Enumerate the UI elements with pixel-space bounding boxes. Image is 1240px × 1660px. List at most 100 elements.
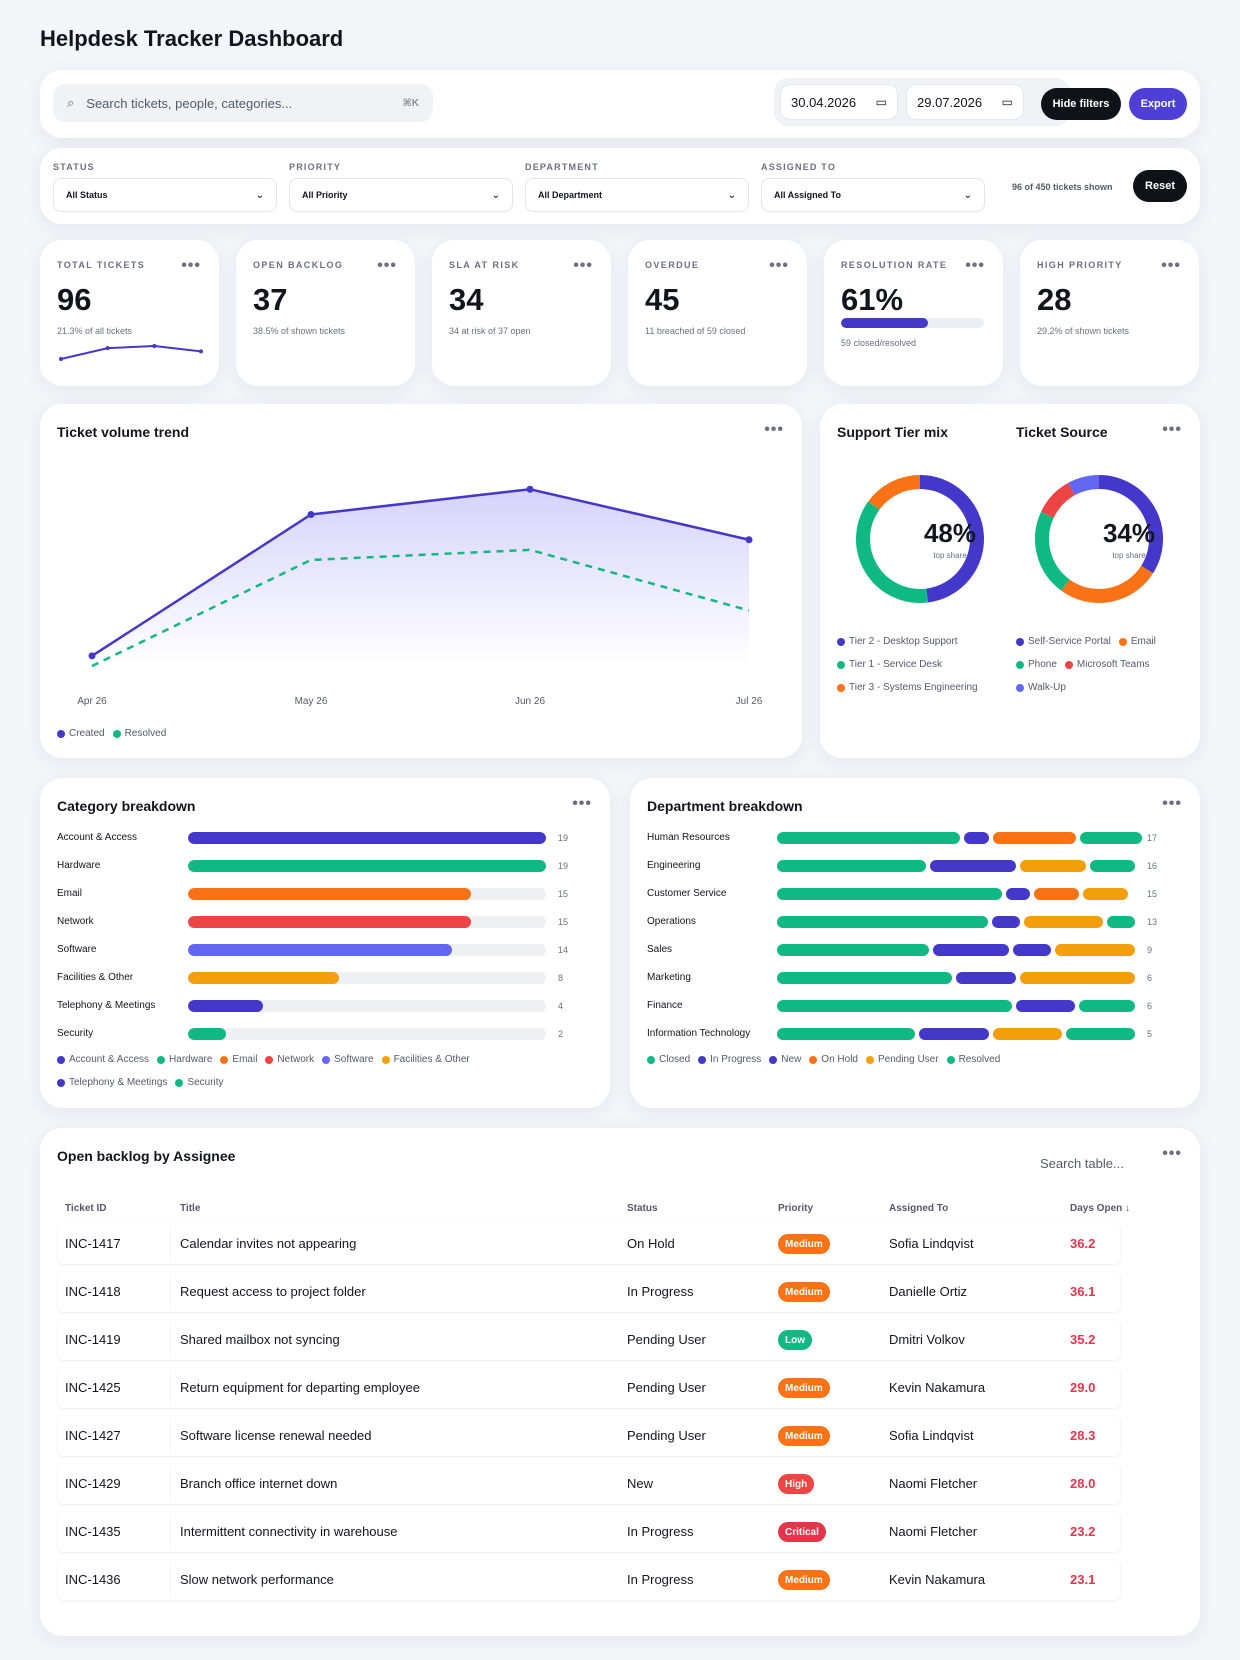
status-filter-select[interactable]: All Status ⌄	[53, 178, 277, 212]
table-row[interactable]: INC-1427 Software license renewal needed P…	[58, 1416, 1120, 1456]
sparkline-point	[59, 357, 63, 361]
source-slice[interactable]	[1068, 475, 1100, 496]
more-icon[interactable]: •••	[181, 257, 201, 274]
department-bar-segment[interactable]	[1013, 944, 1052, 956]
department-bar-segment[interactable]	[1020, 860, 1086, 872]
department-bar-segment[interactable]	[1015, 1000, 1075, 1012]
source-legend: Self-Service Portal Email Phone Microsoft T…	[1016, 636, 1186, 693]
tier-slice[interactable]	[868, 475, 921, 510]
more-icon[interactable]: •••	[1161, 257, 1181, 274]
column-header[interactable]: Title	[180, 1203, 201, 1214]
table-row[interactable]: INC-1436 Slow network performance In Progr…	[58, 1560, 1120, 1600]
calendar-icon[interactable]: ▭	[875, 95, 887, 109]
created-area	[92, 489, 749, 666]
table-search-input[interactable]: Search table...	[1040, 1156, 1124, 1171]
export-button[interactable]: Export	[1129, 88, 1187, 120]
department-bar-segment[interactable]	[919, 1028, 989, 1040]
column-header[interactable]: Assigned To	[889, 1203, 949, 1214]
ticket-assignee: Naomi Fletcher	[889, 1524, 978, 1539]
department-bar-segment[interactable]	[1055, 944, 1135, 956]
department-bar-segment[interactable]	[1034, 888, 1080, 900]
department-bar-segment[interactable]	[777, 916, 989, 928]
more-icon[interactable]: •••	[1162, 1145, 1182, 1162]
source-slice[interactable]	[1098, 475, 1163, 574]
legend-dot	[57, 1055, 65, 1064]
priority-filter-label: PRIORITY	[289, 162, 342, 172]
category-bar[interactable]	[188, 944, 452, 956]
department-bar-segment[interactable]	[777, 1028, 916, 1040]
kpi-label: TOTAL TICKETS	[57, 260, 146, 270]
reset-button[interactable]: Reset	[1133, 170, 1187, 202]
days-open: 35.2	[1070, 1332, 1096, 1347]
category-bar[interactable]	[188, 916, 471, 928]
department-bar-segment[interactable]	[929, 860, 1017, 872]
table-row[interactable]: INC-1417 Calendar invites not appearing On…	[58, 1224, 1120, 1264]
table-row[interactable]: INC-1425 Return equipment for departing e…	[58, 1368, 1120, 1408]
search-input[interactable]: ⌕ Search tickets, people, categories... …	[53, 84, 433, 122]
department-bar-segment[interactable]	[1023, 916, 1104, 928]
more-icon[interactable]: •••	[769, 257, 789, 274]
category-bar[interactable]	[188, 888, 471, 900]
column-header[interactable]: Days Open ↓	[1070, 1203, 1131, 1214]
department-bar-segment[interactable]	[777, 860, 926, 872]
source-slice[interactable]	[1035, 511, 1070, 591]
department-bar-segment[interactable]	[777, 832, 961, 844]
more-icon[interactable]: •••	[572, 795, 592, 812]
more-icon[interactable]: •••	[1162, 421, 1182, 438]
department-filter-select[interactable]: All Department ⌄	[525, 178, 749, 212]
more-icon[interactable]: •••	[965, 257, 985, 274]
column-header[interactable]: Status	[627, 1203, 658, 1214]
table-row[interactable]: INC-1429 Branch office internet down New Hi…	[58, 1464, 1120, 1504]
department-bar-segment[interactable]	[1079, 1000, 1135, 1012]
category-bar[interactable]	[188, 832, 546, 844]
created-point[interactable]	[526, 485, 534, 493]
department-bar-segment[interactable]	[777, 888, 1002, 900]
tier-slice[interactable]	[919, 475, 984, 603]
department-bar-segment[interactable]	[777, 1000, 1012, 1012]
kpi-label: OVERDUE	[645, 260, 700, 270]
department-bar-segment[interactable]	[777, 972, 952, 984]
column-header[interactable]: Ticket ID	[65, 1203, 107, 1214]
date-from-input[interactable]: 30.04.2026 ▭	[780, 84, 898, 120]
legend-created: Created	[57, 728, 105, 739]
table-row[interactable]: INC-1419 Shared mailbox not syncing Pendin…	[58, 1320, 1120, 1360]
category-bar[interactable]	[188, 972, 339, 984]
department-bar-segment[interactable]	[1005, 888, 1031, 900]
column-divider	[170, 1228, 171, 1260]
source-slice[interactable]	[1041, 482, 1076, 519]
more-icon[interactable]: •••	[573, 257, 593, 274]
department-bar-segment[interactable]	[1083, 888, 1129, 900]
department-bar-segment[interactable]	[992, 832, 1076, 844]
category-bar[interactable]	[188, 1028, 226, 1040]
department-bar-segment[interactable]	[992, 916, 1020, 928]
created-point[interactable]	[307, 511, 315, 518]
date-to-input[interactable]: 29.07.2026 ▭	[906, 84, 1024, 120]
hide-filters-button[interactable]: Hide filters	[1041, 88, 1121, 120]
table-row[interactable]: INC-1435 Intermittent connectivity in war…	[58, 1512, 1120, 1552]
department-bar-segment[interactable]	[1019, 972, 1135, 984]
department-bar-segment[interactable]	[956, 972, 1016, 984]
source-slice[interactable]	[1061, 565, 1154, 603]
department-bar-segment[interactable]	[1079, 832, 1142, 844]
calendar-icon[interactable]: ▭	[1001, 95, 1013, 109]
table-row[interactable]: INC-1418 Request access to project folder…	[58, 1272, 1120, 1312]
category-bar[interactable]	[188, 860, 546, 872]
source-legend-item: Self-Service Portal	[1016, 636, 1111, 647]
department-bar-segment[interactable]	[1090, 860, 1135, 872]
department-bar-segment[interactable]	[777, 944, 930, 956]
column-header[interactable]: Priority	[778, 1203, 814, 1214]
more-icon[interactable]: •••	[1162, 795, 1182, 812]
tier-slice[interactable]	[856, 501, 929, 603]
category-bar[interactable]	[188, 1000, 264, 1012]
created-point[interactable]	[745, 536, 753, 544]
department-bar-segment[interactable]	[1065, 1028, 1135, 1040]
created-point[interactable]	[88, 652, 96, 660]
department-bar-segment[interactable]	[992, 1028, 1062, 1040]
department-bar-segment[interactable]	[1107, 916, 1135, 928]
more-icon[interactable]: •••	[377, 257, 397, 274]
department-bar-segment[interactable]	[933, 944, 1010, 956]
more-icon[interactable]: •••	[764, 421, 784, 438]
department-bar-segment[interactable]	[964, 832, 989, 844]
assigned-filter-select[interactable]: All Assigned To ⌄	[761, 178, 985, 212]
priority-filter-select[interactable]: All Priority ⌄	[289, 178, 513, 212]
